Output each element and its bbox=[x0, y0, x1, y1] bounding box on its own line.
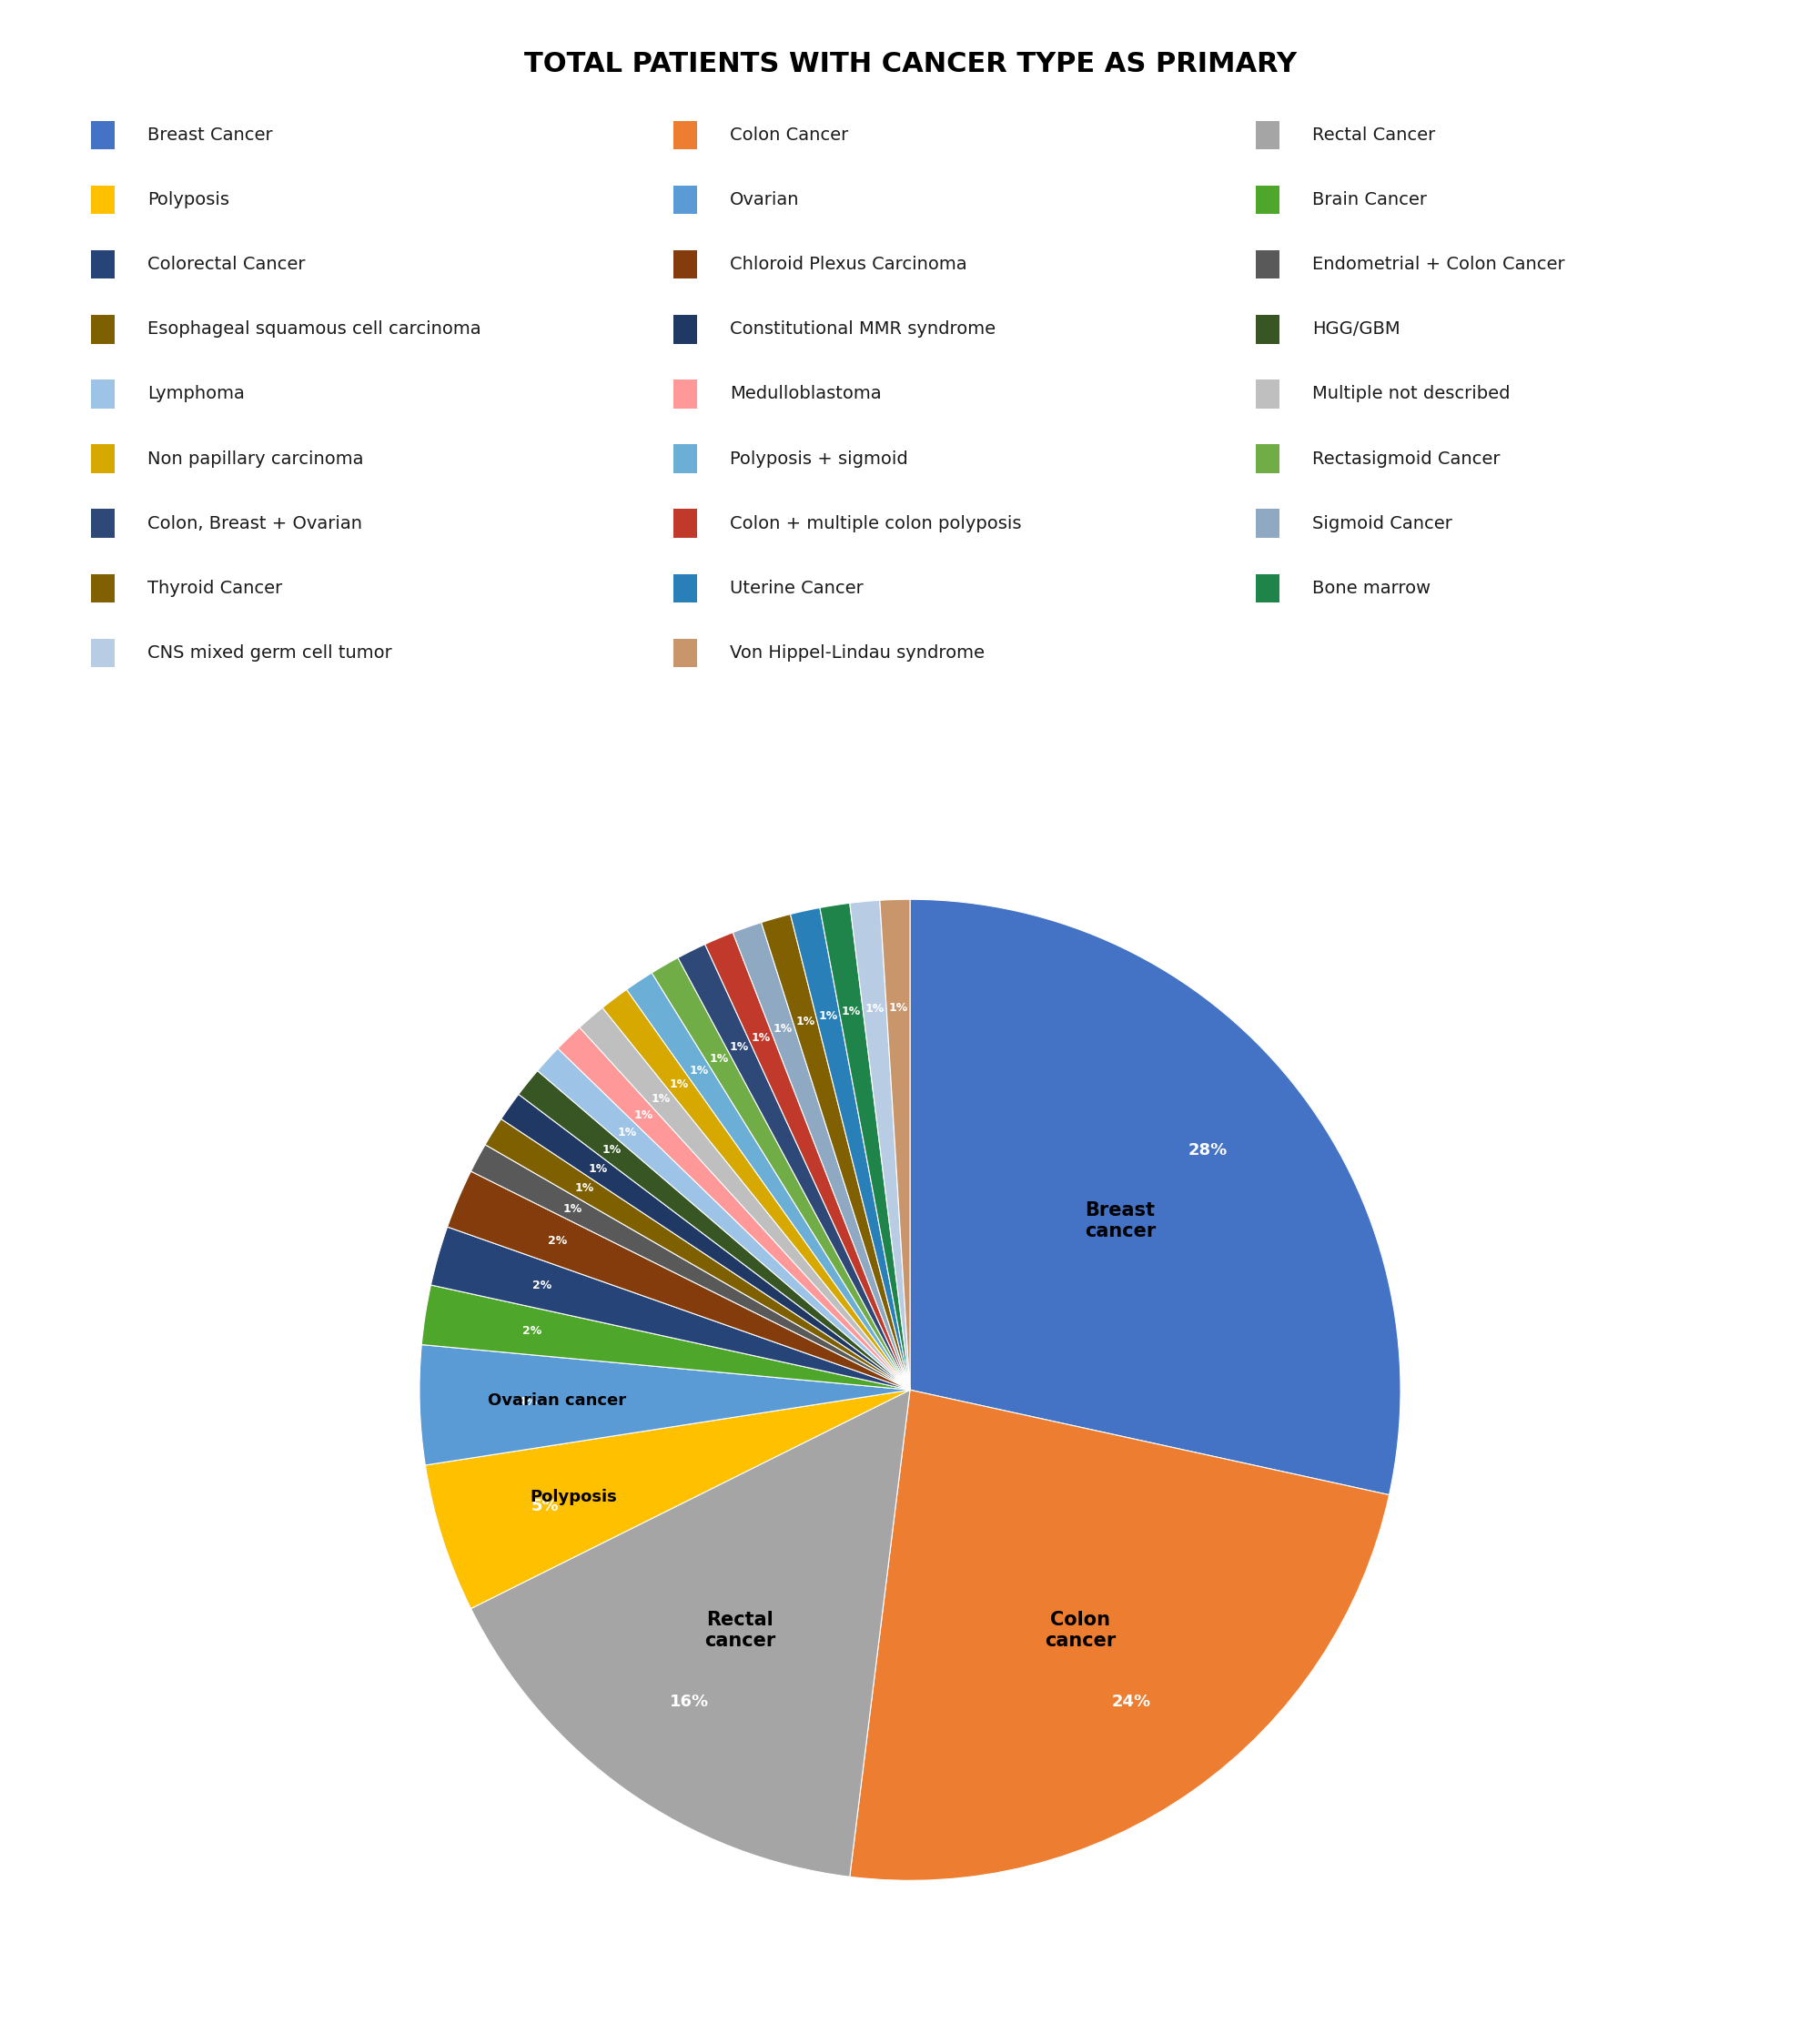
Wedge shape bbox=[471, 1390, 910, 1876]
Wedge shape bbox=[652, 959, 910, 1390]
Wedge shape bbox=[579, 1008, 910, 1390]
Wedge shape bbox=[850, 1390, 1389, 1880]
Text: Non papillary carcinoma: Non papillary carcinoma bbox=[147, 450, 364, 468]
Text: Ovarian cancer: Ovarian cancer bbox=[488, 1392, 626, 1408]
Text: 1%: 1% bbox=[795, 1016, 815, 1028]
Wedge shape bbox=[559, 1028, 910, 1390]
Wedge shape bbox=[486, 1118, 910, 1390]
Wedge shape bbox=[519, 1071, 910, 1390]
Wedge shape bbox=[850, 899, 910, 1390]
Text: Esophageal squamous cell carcinoma: Esophageal squamous cell carcinoma bbox=[147, 321, 480, 337]
Text: Breast Cancer: Breast Cancer bbox=[147, 127, 273, 143]
Wedge shape bbox=[790, 908, 910, 1390]
Text: 5%: 5% bbox=[531, 1498, 559, 1515]
Text: 1%: 1% bbox=[575, 1183, 595, 1194]
Text: Multiple not described: Multiple not described bbox=[1312, 386, 1511, 403]
Text: 16%: 16% bbox=[670, 1694, 708, 1711]
Text: Colon Cancer: Colon Cancer bbox=[730, 127, 848, 143]
Text: 2%: 2% bbox=[548, 1235, 568, 1247]
Wedge shape bbox=[448, 1171, 910, 1390]
Text: 1%: 1% bbox=[752, 1032, 770, 1044]
Text: 1%: 1% bbox=[819, 1010, 837, 1022]
Text: Thyroid Cancer: Thyroid Cancer bbox=[147, 580, 282, 597]
Text: Lymphoma: Lymphoma bbox=[147, 386, 244, 403]
Text: 24%: 24% bbox=[1112, 1694, 1150, 1711]
Wedge shape bbox=[761, 914, 910, 1390]
Text: 2%: 2% bbox=[522, 1325, 542, 1337]
Text: 1%: 1% bbox=[710, 1053, 728, 1065]
Text: 28%: 28% bbox=[1188, 1143, 1228, 1159]
Text: Constitutional MMR syndrome: Constitutional MMR syndrome bbox=[730, 321, 996, 337]
Text: Bone marrow: Bone marrow bbox=[1312, 580, 1431, 597]
Text: 1%: 1% bbox=[588, 1163, 608, 1175]
Text: Colon, Breast + Ovarian: Colon, Breast + Ovarian bbox=[147, 515, 362, 531]
Text: 1%: 1% bbox=[888, 1002, 908, 1014]
Text: 1%: 1% bbox=[562, 1204, 582, 1214]
Wedge shape bbox=[471, 1145, 910, 1390]
Text: Colon
cancer: Colon cancer bbox=[1045, 1611, 1116, 1650]
Wedge shape bbox=[879, 899, 910, 1390]
Text: Ovarian: Ovarian bbox=[730, 192, 799, 208]
Text: Brain Cancer: Brain Cancer bbox=[1312, 192, 1427, 208]
Wedge shape bbox=[431, 1226, 910, 1390]
Text: Colon + multiple colon polyposis: Colon + multiple colon polyposis bbox=[730, 515, 1021, 531]
Wedge shape bbox=[500, 1094, 910, 1390]
Text: 1%: 1% bbox=[690, 1065, 708, 1077]
Text: 1%: 1% bbox=[633, 1110, 653, 1122]
Text: 1%: 1% bbox=[617, 1126, 637, 1139]
Text: 1%: 1% bbox=[602, 1145, 622, 1157]
Text: 1%: 1% bbox=[730, 1042, 750, 1053]
Text: 1%: 1% bbox=[841, 1006, 861, 1018]
Text: Colorectal Cancer: Colorectal Cancer bbox=[147, 255, 306, 274]
Text: Polyposis: Polyposis bbox=[147, 192, 229, 208]
Text: Rectal
cancer: Rectal cancer bbox=[704, 1611, 775, 1650]
Text: Uterine Cancer: Uterine Cancer bbox=[730, 580, 863, 597]
Text: Rectasigmoid Cancer: Rectasigmoid Cancer bbox=[1312, 450, 1500, 468]
Wedge shape bbox=[537, 1049, 910, 1390]
Text: 1%: 1% bbox=[864, 1004, 885, 1014]
Text: 1%: 1% bbox=[652, 1094, 672, 1106]
Text: CNS mixed germ cell tumor: CNS mixed germ cell tumor bbox=[147, 644, 391, 662]
Text: Breast
cancer: Breast cancer bbox=[1085, 1202, 1156, 1241]
Wedge shape bbox=[626, 973, 910, 1390]
Wedge shape bbox=[910, 899, 1401, 1494]
Text: Von Hippel-Lindau syndrome: Von Hippel-Lindau syndrome bbox=[730, 644, 985, 662]
Wedge shape bbox=[733, 922, 910, 1390]
Text: Polyposis: Polyposis bbox=[530, 1488, 617, 1504]
Wedge shape bbox=[419, 1345, 910, 1466]
Text: Polyposis + sigmoid: Polyposis + sigmoid bbox=[730, 450, 908, 468]
Text: 2%: 2% bbox=[531, 1280, 551, 1292]
Text: Sigmoid Cancer: Sigmoid Cancer bbox=[1312, 515, 1452, 531]
Text: 1%: 1% bbox=[774, 1024, 792, 1034]
Wedge shape bbox=[602, 989, 910, 1390]
Wedge shape bbox=[426, 1390, 910, 1609]
Text: 1%: 1% bbox=[670, 1079, 690, 1091]
Text: Endometrial + Colon Cancer: Endometrial + Colon Cancer bbox=[1312, 255, 1565, 274]
Wedge shape bbox=[677, 944, 910, 1390]
Text: Rectal Cancer: Rectal Cancer bbox=[1312, 127, 1436, 143]
Wedge shape bbox=[819, 903, 910, 1390]
Text: TOTAL PATIENTS WITH CANCER TYPE AS PRIMARY: TOTAL PATIENTS WITH CANCER TYPE AS PRIMA… bbox=[524, 51, 1296, 78]
Text: 4%: 4% bbox=[519, 1396, 537, 1408]
Wedge shape bbox=[422, 1286, 910, 1390]
Wedge shape bbox=[704, 932, 910, 1390]
Text: HGG/GBM: HGG/GBM bbox=[1312, 321, 1400, 337]
Text: Medulloblastoma: Medulloblastoma bbox=[730, 386, 881, 403]
Text: Chloroid Plexus Carcinoma: Chloroid Plexus Carcinoma bbox=[730, 255, 966, 274]
